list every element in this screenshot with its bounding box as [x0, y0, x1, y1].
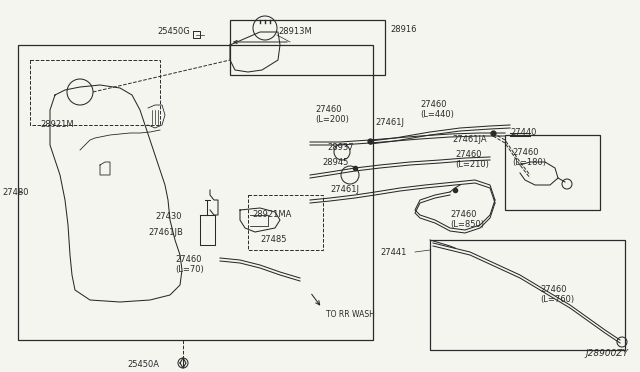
Text: 28913M: 28913M	[278, 27, 312, 36]
Bar	[18, 45, 373, 340]
Text: 28945: 28945	[322, 158, 348, 167]
Text: TO RR WASH: TO RR WASH	[326, 310, 375, 319]
Text: 28937: 28937	[327, 143, 354, 152]
Bar	[430, 240, 625, 350]
Bar	[230, 20, 385, 75]
Bar	[505, 135, 600, 210]
Text: 27460
(L=210): 27460 (L=210)	[455, 150, 489, 169]
Text: 28916: 28916	[390, 25, 417, 34]
Text: 27460
(L=70): 27460 (L=70)	[175, 255, 204, 275]
Text: 28921MA: 28921MA	[252, 210, 291, 219]
Text: 27485: 27485	[260, 235, 287, 244]
Text: 25450G: 25450G	[157, 27, 189, 36]
Text: 27461JB: 27461JB	[148, 228, 183, 237]
Text: 27460
(L=850): 27460 (L=850)	[450, 210, 484, 230]
Text: 27480: 27480	[2, 188, 29, 197]
Text: 25450A: 25450A	[127, 360, 159, 369]
Text: 27460
(L=760): 27460 (L=760)	[540, 285, 574, 304]
Text: 27460
(L=180): 27460 (L=180)	[512, 148, 546, 167]
Text: 27440: 27440	[510, 128, 536, 137]
Text: 27460
(L=200): 27460 (L=200)	[315, 105, 349, 124]
Text: 27460
(L=440): 27460 (L=440)	[420, 100, 454, 119]
Bar	[248, 195, 323, 250]
Text: 28921M: 28921M	[40, 120, 74, 129]
Bar	[30, 60, 160, 125]
Text: 27461J: 27461J	[375, 118, 404, 127]
Text: 27461J: 27461J	[330, 185, 359, 194]
Text: J28900ZY: J28900ZY	[585, 349, 628, 358]
Text: 27430: 27430	[155, 212, 182, 221]
Text: 27441: 27441	[380, 248, 406, 257]
Text: 27461JA: 27461JA	[452, 135, 486, 144]
